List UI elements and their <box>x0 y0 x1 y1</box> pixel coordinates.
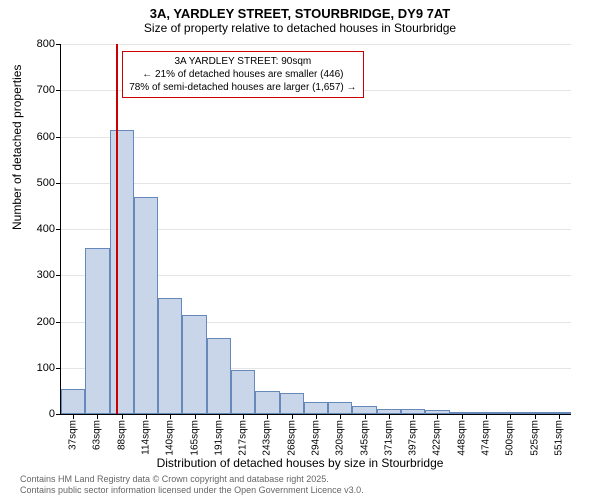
xtick-mark <box>340 414 341 419</box>
xtick-mark <box>559 414 560 419</box>
y-axis-label: Number of detached properties <box>10 65 24 230</box>
footer-line1: Contains HM Land Registry data © Crown c… <box>20 474 364 485</box>
xtick-mark <box>389 414 390 419</box>
xtick-mark <box>170 414 171 419</box>
xtick-mark <box>122 414 123 419</box>
ytick-label: 400 <box>37 223 55 235</box>
xtick-label: 114sqm <box>141 420 152 455</box>
ytick-mark <box>56 137 61 138</box>
xtick-mark <box>97 414 98 419</box>
histogram-bar <box>110 130 134 414</box>
gridline <box>61 44 571 45</box>
title-main: 3A, YARDLEY STREET, STOURBRIDGE, DY9 7AT <box>0 0 600 21</box>
ytick-mark <box>56 90 61 91</box>
xtick-label: 474sqm <box>481 420 492 456</box>
xtick-label: 345sqm <box>359 420 370 456</box>
xtick-label: 371sqm <box>383 420 394 456</box>
ytick-label: 0 <box>49 408 55 420</box>
histogram-bar <box>328 402 352 414</box>
histogram-bar <box>134 197 158 414</box>
xtick-label: 525sqm <box>529 420 540 456</box>
ytick-label: 200 <box>37 316 55 328</box>
xtick-mark <box>462 414 463 419</box>
xtick-mark <box>195 414 196 419</box>
xtick-label: 422sqm <box>432 420 443 456</box>
annotation-line2: ← 21% of detached houses are smaller (44… <box>129 68 356 81</box>
histogram-bar <box>182 315 206 414</box>
histogram-bar <box>207 338 231 414</box>
xtick-label: 88sqm <box>116 420 127 450</box>
ytick-label: 600 <box>37 131 55 143</box>
plot-area: 010020030040050060070080037sqm63sqm88sqm… <box>60 44 571 415</box>
annotation-line1: 3A YARDLEY STREET: 90sqm <box>129 55 356 68</box>
xtick-label: 551sqm <box>553 420 564 456</box>
xtick-mark <box>510 414 511 419</box>
histogram-bar <box>231 370 255 414</box>
xtick-mark <box>243 414 244 419</box>
ytick-label: 800 <box>37 38 55 50</box>
ytick-mark <box>56 183 61 184</box>
xtick-mark <box>413 414 414 419</box>
xtick-label: 165sqm <box>189 420 200 456</box>
xtick-mark <box>316 414 317 419</box>
property-marker-line <box>116 44 118 414</box>
xtick-label: 243sqm <box>262 420 273 456</box>
xtick-label: 448sqm <box>456 420 467 456</box>
histogram-bar <box>85 248 109 415</box>
xtick-label: 500sqm <box>505 420 516 456</box>
gridline <box>61 183 571 184</box>
xtick-label: 37sqm <box>68 420 79 450</box>
x-axis-label: Distribution of detached houses by size … <box>0 456 600 470</box>
xtick-label: 140sqm <box>165 420 176 456</box>
xtick-mark <box>146 414 147 419</box>
ytick-mark <box>56 322 61 323</box>
gridline <box>61 137 571 138</box>
xtick-mark <box>219 414 220 419</box>
ytick-label: 100 <box>37 362 55 374</box>
ytick-label: 300 <box>37 269 55 281</box>
ytick-mark <box>56 368 61 369</box>
chart-container: 3A, YARDLEY STREET, STOURBRIDGE, DY9 7AT… <box>0 0 600 500</box>
histogram-bar <box>158 298 182 414</box>
histogram-bar <box>352 406 376 414</box>
ytick-mark <box>56 229 61 230</box>
ytick-label: 500 <box>37 177 55 189</box>
xtick-label: 397sqm <box>408 420 419 456</box>
ytick-mark <box>56 414 61 415</box>
footer-line2: Contains public sector information licen… <box>20 485 364 496</box>
xtick-mark <box>365 414 366 419</box>
histogram-bar <box>304 402 328 414</box>
annotation-box: 3A YARDLEY STREET: 90sqm← 21% of detache… <box>122 51 363 98</box>
xtick-mark <box>292 414 293 419</box>
ytick-mark <box>56 44 61 45</box>
annotation-line3: 78% of semi-detached houses are larger (… <box>129 81 356 94</box>
histogram-bar <box>255 391 279 414</box>
xtick-label: 63sqm <box>92 420 103 450</box>
xtick-label: 217sqm <box>238 420 249 456</box>
xtick-mark <box>267 414 268 419</box>
xtick-label: 294sqm <box>311 420 322 456</box>
footer-attribution: Contains HM Land Registry data © Crown c… <box>20 474 364 496</box>
ytick-mark <box>56 275 61 276</box>
xtick-label: 268sqm <box>286 420 297 456</box>
histogram-bar <box>61 389 85 414</box>
xtick-mark <box>437 414 438 419</box>
xtick-mark <box>535 414 536 419</box>
xtick-mark <box>73 414 74 419</box>
xtick-label: 320sqm <box>335 420 346 456</box>
xtick-mark <box>486 414 487 419</box>
histogram-bar <box>280 393 304 414</box>
xtick-label: 191sqm <box>213 420 224 456</box>
title-sub: Size of property relative to detached ho… <box>0 21 600 39</box>
ytick-label: 700 <box>37 84 55 96</box>
